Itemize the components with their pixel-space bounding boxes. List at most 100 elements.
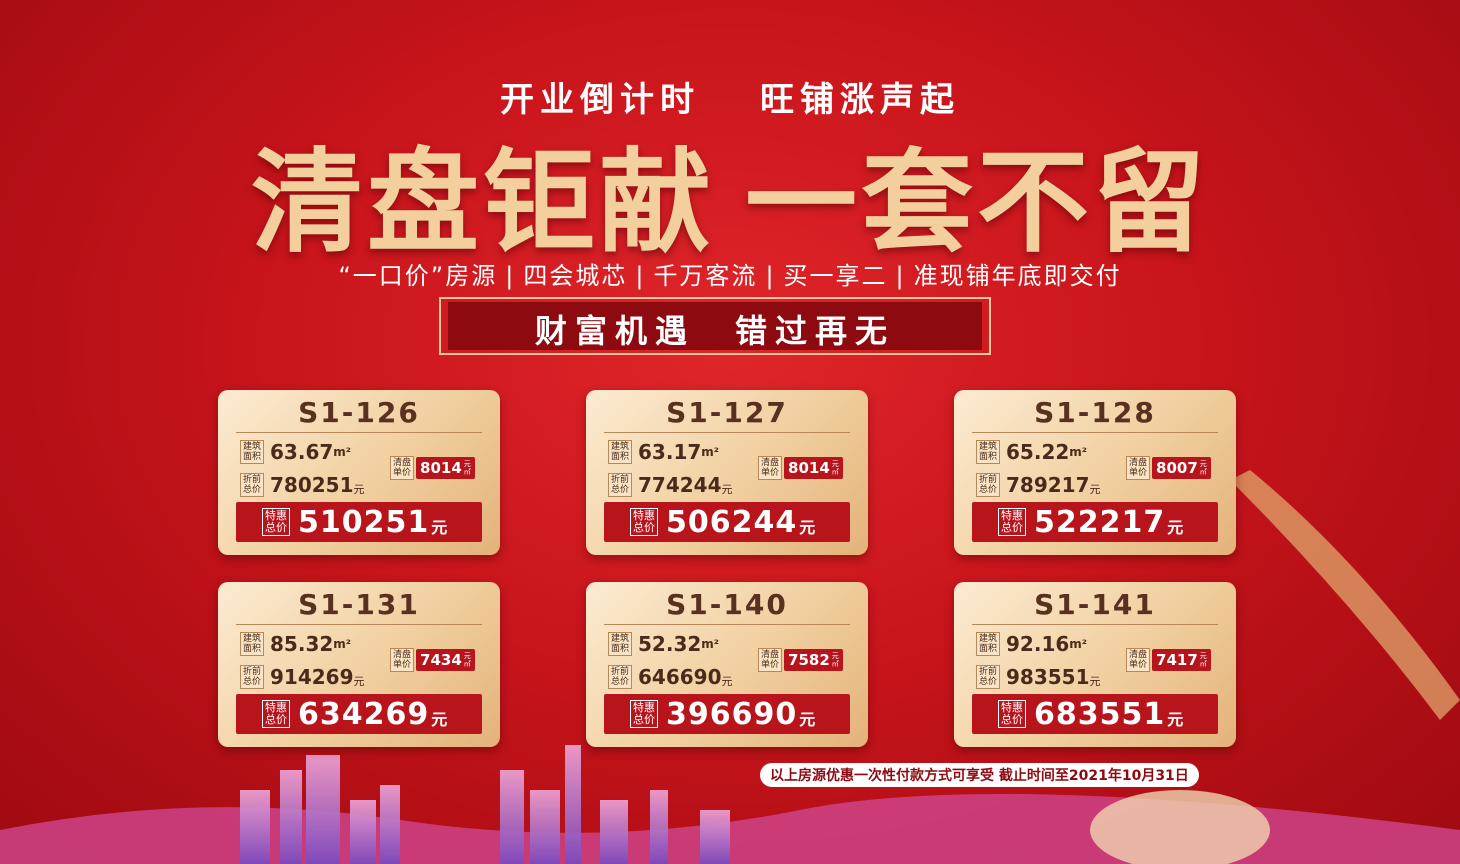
original-total: 789217	[1006, 473, 1090, 497]
unit-price: 7417	[1156, 651, 1198, 669]
area-unit: m²	[701, 445, 720, 459]
area-unit: m²	[1069, 637, 1088, 651]
special-bar: 特惠 总价 522217 元	[972, 502, 1218, 542]
special-total: 506244	[666, 504, 798, 540]
label-line: 单价	[393, 660, 412, 670]
yuan: 元	[431, 518, 448, 537]
label-line: 折前	[243, 667, 262, 677]
special-total: 510251	[298, 504, 430, 540]
original-row: 折前 总价 914269 元	[240, 665, 365, 689]
area-value: 92.16	[1006, 632, 1070, 656]
yuan: 元	[1089, 483, 1101, 496]
yuan: 元	[721, 675, 733, 688]
separator: |	[635, 262, 646, 290]
label-box: 折前 总价	[608, 473, 633, 497]
separator: |	[505, 262, 516, 290]
area-value: 63.17	[638, 440, 702, 464]
label-line: 总价	[633, 521, 655, 534]
label-line: 面积	[979, 644, 998, 654]
banner-part: 财富机遇	[534, 312, 695, 350]
unit-line: 元	[1199, 652, 1207, 660]
footer-note: 以上房源优惠一次性付款方式可享受 截止时间至2021年10月31日	[760, 763, 1199, 787]
feature: 四会城芯	[523, 262, 628, 290]
yuan: 元	[1167, 710, 1184, 729]
label-line: 总价	[243, 485, 262, 495]
feature: 千万客流	[653, 262, 758, 290]
original-total: 780251	[270, 473, 354, 497]
label-line: 面积	[611, 452, 630, 462]
label-line: 面积	[979, 452, 998, 462]
yuan: 元	[431, 710, 448, 729]
label-line: 特惠	[265, 509, 287, 522]
label-box: 折前 总价	[608, 665, 633, 689]
unit-line: ㎡	[463, 468, 471, 476]
area-row: 建筑 面积 65.22 m²	[976, 440, 1087, 464]
area-unit: m²	[333, 637, 352, 651]
label-line: 总价	[633, 713, 655, 726]
unit-line: 元	[831, 460, 839, 468]
label-line: 总价	[611, 485, 630, 495]
unit-line: ㎡	[1199, 468, 1207, 476]
label-box: 建筑 面积	[240, 632, 265, 656]
unit-line: ㎡	[463, 660, 471, 668]
original-row: 折前 总价 983551 元	[976, 665, 1101, 689]
yuan: 元	[1167, 518, 1184, 537]
special-bar: 特惠 总价 634269 元	[236, 694, 482, 734]
label-box: 特惠 总价	[998, 700, 1026, 728]
banner-part: 错过再无	[735, 312, 896, 350]
area-value: 63.67	[270, 440, 334, 464]
label-box: 特惠 总价	[262, 508, 290, 536]
label-line: 清盘	[393, 650, 412, 660]
divider	[972, 432, 1218, 433]
special-bar: 特惠 总价 683551 元	[972, 694, 1218, 734]
unit-line: 元	[1199, 460, 1207, 468]
label-line: 清盘	[761, 458, 780, 468]
area-row: 建筑 面积 92.16 m²	[976, 632, 1087, 656]
label-line: 特惠	[633, 701, 655, 714]
label-line: 总价	[979, 485, 998, 495]
feature: 买一享二	[783, 262, 888, 290]
label-line: 面积	[243, 644, 262, 654]
label-line: 单价	[1129, 468, 1148, 478]
banner: 财富机遇 错过再无	[448, 306, 982, 352]
label-line: 特惠	[265, 701, 287, 714]
label-line: 折前	[979, 475, 998, 485]
special-total: 522217	[1034, 504, 1166, 540]
features: “一口价”房源 | 四会城芯 | 千万客流 | 买一享二 | 准现铺年底即交付	[0, 256, 1460, 291]
label-box: 清盘 单价	[390, 456, 415, 480]
special-bar: 特惠 总价 506244 元	[604, 502, 850, 542]
label-line: 面积	[243, 452, 262, 462]
label-box: 建筑 面积	[240, 440, 265, 464]
area-row: 建筑 面积 85.32 m²	[240, 632, 351, 656]
feature: “一口价”房源	[338, 262, 498, 290]
divider	[236, 624, 482, 625]
unit-price: 8014	[788, 459, 830, 477]
special-total: 683551	[1034, 696, 1166, 732]
yuan: 元	[799, 518, 816, 537]
label-line: 特惠	[1001, 701, 1023, 714]
area-unit: m²	[333, 445, 352, 459]
label-line: 特惠	[1001, 509, 1023, 522]
label-box: 清盘 单价	[1126, 456, 1151, 480]
label-line: 建筑	[243, 634, 262, 644]
original-row: 折前 总价 774244 元	[608, 473, 733, 497]
unit-code: S1-128	[1034, 396, 1156, 429]
unit-line: 元	[831, 652, 839, 660]
unit-code: S1-141	[1034, 588, 1156, 621]
label-line: 总价	[265, 713, 287, 726]
area-unit: m²	[1069, 445, 1088, 459]
feature: 准现铺年底即交付	[913, 262, 1122, 290]
label-line: 总价	[1001, 713, 1023, 726]
label-box: 建筑 面积	[976, 632, 1001, 656]
yuan: 元	[721, 483, 733, 496]
original-row: 折前 总价 646690 元	[608, 665, 733, 689]
label-line: 建筑	[979, 634, 998, 644]
area-row: 建筑 面积 63.17 m²	[608, 440, 719, 464]
